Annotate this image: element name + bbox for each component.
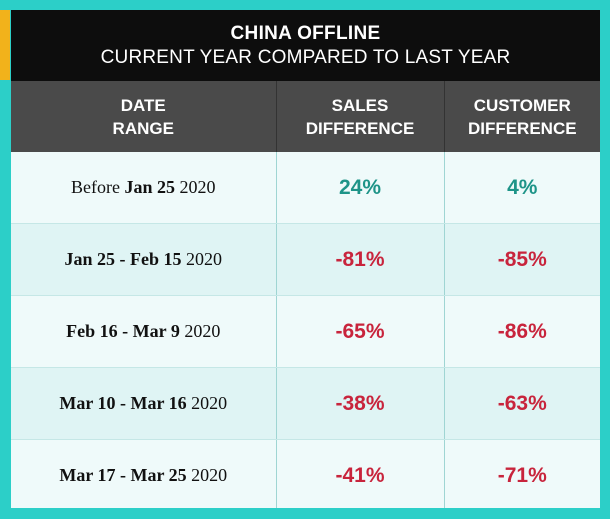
range-dates: Mar 17 - Mar 25 xyxy=(59,465,187,485)
header-text: RANGE xyxy=(112,118,174,138)
range-year: 2020 xyxy=(175,177,216,197)
sales-difference-cell: -81% xyxy=(276,223,445,296)
header-sales-difference: SALES DIFFERENCE xyxy=(276,81,445,152)
range-year: 2020 xyxy=(181,249,222,269)
sales-difference-cell: 24% xyxy=(276,152,445,224)
date-range-cell: Mar 17 - Mar 25 2020 xyxy=(11,439,277,508)
range-dates: Mar 10 - Mar 16 xyxy=(59,393,187,413)
comparison-table: DATE RANGE SALES DIFFERENCE CUSTOMER DIF… xyxy=(11,81,600,508)
range-dates: Jan 25 - Feb 15 xyxy=(64,249,182,269)
table-card: CHINA OFFLINE CURRENT YEAR COMPARED TO L… xyxy=(11,10,600,508)
customer-difference-cell: -71% xyxy=(444,439,600,508)
table-row: Mar 10 - Mar 16 2020 -38% -63% xyxy=(11,367,600,440)
customer-difference-cell: -85% xyxy=(444,223,600,296)
table-row: Mar 17 - Mar 25 2020 -41% -71% xyxy=(11,439,600,508)
date-range-cell: Before Jan 25 2020 xyxy=(11,152,277,224)
header-date-range: DATE RANGE xyxy=(11,81,277,152)
accent-bar xyxy=(0,10,10,80)
table-row: Jan 25 - Feb 15 2020 -81% -85% xyxy=(11,223,600,296)
customer-difference-cell: -86% xyxy=(444,295,600,368)
range-prefix: Before xyxy=(71,177,125,197)
range-dates: Feb 16 - Mar 9 xyxy=(66,321,180,341)
title-band: CHINA OFFLINE CURRENT YEAR COMPARED TO L… xyxy=(11,10,600,81)
header-row: DATE RANGE SALES DIFFERENCE CUSTOMER DIF… xyxy=(11,81,600,152)
customer-difference-cell: 4% xyxy=(444,152,600,224)
header-text: CUSTOMER xyxy=(473,95,571,115)
header-text: SALES xyxy=(331,95,389,115)
header-text: DATE xyxy=(120,95,166,115)
sales-difference-cell: -65% xyxy=(276,295,445,368)
range-year: 2020 xyxy=(186,465,228,485)
table-row: Feb 16 - Mar 9 2020 -65% -86% xyxy=(11,295,600,368)
date-range-cell: Jan 25 - Feb 15 2020 xyxy=(11,223,277,296)
sales-difference-cell: -38% xyxy=(276,367,445,440)
range-year: 2020 xyxy=(179,321,221,341)
sales-difference-cell: -41% xyxy=(276,439,445,508)
date-range-cell: Feb 16 - Mar 9 2020 xyxy=(11,295,277,368)
table-row: Before Jan 25 2020 24% 4% xyxy=(11,152,600,224)
customer-difference-cell: -63% xyxy=(444,367,600,440)
chart-title: CHINA OFFLINE xyxy=(230,22,381,44)
date-range-cell: Mar 10 - Mar 16 2020 xyxy=(11,367,277,440)
range-year: 2020 xyxy=(186,393,228,413)
chart-subtitle: CURRENT YEAR COMPARED TO LAST YEAR xyxy=(100,46,511,68)
header-text: DIFFERENCE xyxy=(467,118,577,138)
header-text: DIFFERENCE xyxy=(305,118,415,138)
range-dates: Jan 25 xyxy=(124,177,175,197)
header-customer-difference: CUSTOMER DIFFERENCE xyxy=(444,81,600,152)
